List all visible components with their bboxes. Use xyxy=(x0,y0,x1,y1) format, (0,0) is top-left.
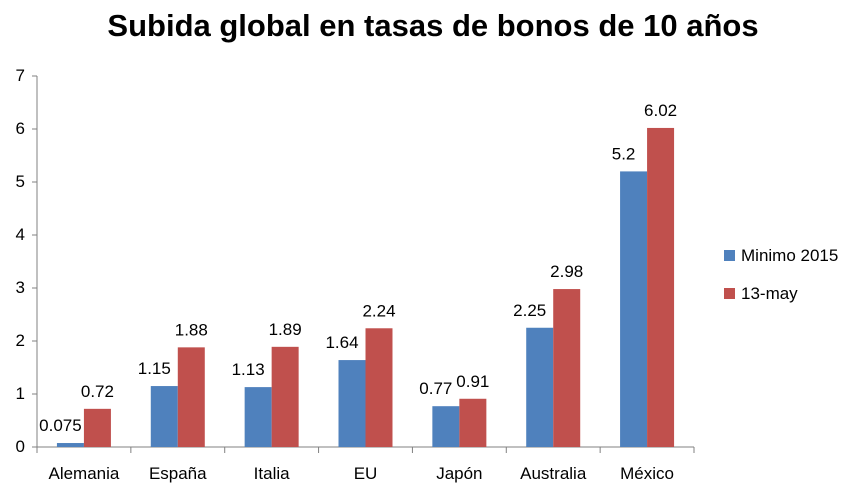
category-label: Italia xyxy=(254,464,290,483)
bar-minimo-2015 xyxy=(56,443,84,447)
bar-minimo-2015 xyxy=(432,406,460,447)
data-label: 1.89 xyxy=(269,320,302,339)
data-labels: 0.075 1.15 1.13 1.64 0.77 2.25 5.2 0.72 1.88 1.89… xyxy=(39,101,677,435)
category-label: EU xyxy=(354,464,378,483)
data-label: 1.13 xyxy=(232,360,265,379)
y-tick-label: 4 xyxy=(16,225,25,244)
data-label: 1.15 xyxy=(138,359,171,378)
category-label: México xyxy=(620,464,674,483)
bar-13-may xyxy=(459,398,487,447)
bar-13-may xyxy=(271,346,299,447)
chart-title: Subida global en tasas de bonos de 10 añ… xyxy=(107,8,759,43)
bar-13-may xyxy=(365,328,393,447)
data-label: 5.2 xyxy=(612,144,636,163)
bar-13-may xyxy=(83,408,111,447)
data-label: 0.77 xyxy=(419,379,452,398)
bar-minimo-2015 xyxy=(620,171,648,447)
category-label: Alemania xyxy=(48,464,119,483)
y-tick-label: 3 xyxy=(16,278,25,297)
y-tick-label: 2 xyxy=(16,331,25,350)
legend-swatch xyxy=(724,250,735,261)
category-label: Japón xyxy=(436,464,482,483)
category-label: Australia xyxy=(520,464,587,483)
data-label: 2.98 xyxy=(550,262,583,281)
bar-minimo-2015 xyxy=(338,360,366,447)
y-tick-label: 5 xyxy=(16,172,25,191)
legend-label: Minimo 2015 xyxy=(741,246,838,265)
data-label: 0.72 xyxy=(81,382,114,401)
data-label: 1.88 xyxy=(175,320,208,339)
data-label: 0.075 xyxy=(39,416,82,435)
data-label: 1.64 xyxy=(325,333,358,352)
y-tick-label: 0 xyxy=(16,437,25,456)
bar-minimo-2015 xyxy=(150,386,178,447)
y-tick-label: 7 xyxy=(16,66,25,85)
bar-13-may xyxy=(647,127,675,447)
legend-label: 13-may xyxy=(741,284,798,303)
legend-swatch xyxy=(724,288,735,299)
legend: Minimo 2015 13-may xyxy=(724,246,838,303)
data-label: 6.02 xyxy=(644,101,677,120)
data-label: 0.91 xyxy=(456,372,489,391)
category-label: España xyxy=(149,464,207,483)
bar-13-may xyxy=(177,347,205,447)
data-label: 2.24 xyxy=(362,301,395,320)
bar-minimo-2015 xyxy=(244,387,272,447)
data-label: 2.25 xyxy=(513,301,546,320)
y-tick-label: 1 xyxy=(16,384,25,403)
bar-minimo-2015 xyxy=(526,327,554,447)
bars xyxy=(56,127,675,447)
y-tick-label: 6 xyxy=(16,119,25,138)
bar-13-may xyxy=(553,289,581,447)
